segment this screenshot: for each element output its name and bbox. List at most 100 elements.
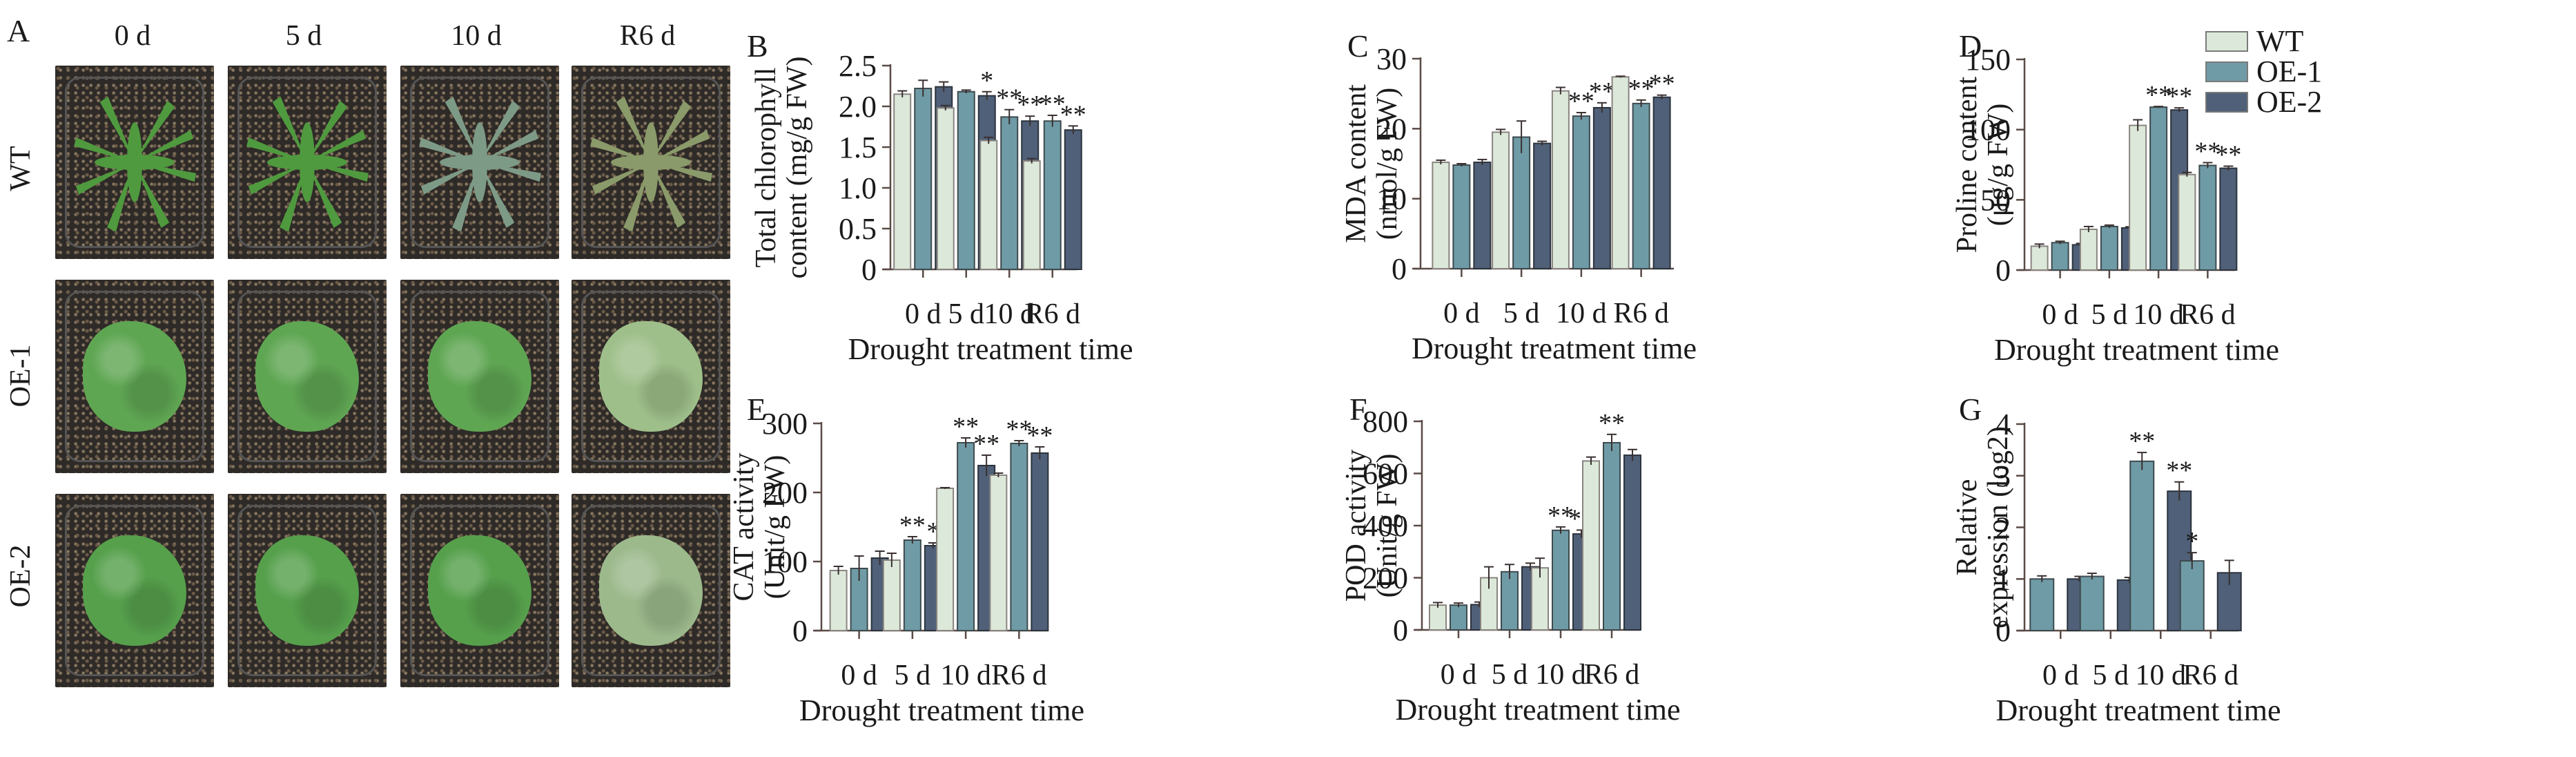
y-tick-label: 50 [1980,183,2011,217]
y-tick-label: 0 [792,614,808,648]
y-axis-label: (Unit/g FW) [1372,454,1403,598]
bar-wt-r6d [2178,173,2196,271]
bar-oe-2-0d [1473,161,1492,269]
bar-wt-10d [1551,90,1570,269]
x-tick-label: 10 d [1535,659,1586,691]
bar-oe-2-r6d [1623,454,1641,631]
plant-photo [55,280,214,473]
bar-wt-5d [882,559,901,631]
y-tick-label: 10 [1376,182,1407,216]
plant [599,535,703,646]
x-tick-label: R6 d [2180,299,2236,331]
significance-marker: ** [1060,100,1086,129]
x-axis-label: Drought treatment time [799,693,1084,727]
bar-wt-0d [893,93,912,270]
bar-wt-r6d [1582,460,1600,631]
x-tick-label: R6 d [991,660,1047,691]
y-tick-label: 300 [762,407,808,441]
plant [255,535,359,646]
bar-wt-r6d [989,475,1008,631]
y-axis-label: Total chlorophyll [750,68,782,268]
bar-oe-1-10d [957,442,975,631]
significance-marker: ** [2145,81,2172,110]
y-tick-label: 0 [1996,253,2011,287]
bar-oe-2-r6d [2219,167,2238,271]
significance-marker: ** [1599,409,1625,438]
significance-marker: ** [2166,457,2192,486]
bar-wt-10d [1531,567,1549,631]
y-axis-label: POD activity [1340,450,1372,602]
x-axis-label: Drought treatment time [848,332,1133,366]
significance-marker: ** [1548,501,1574,530]
significance-marker: ** [973,430,999,459]
bar-oe-1-r6d [1010,443,1028,631]
plant [245,90,369,235]
significance-marker: ** [2194,137,2221,166]
plant-photo [228,66,387,259]
bar-oe-1-5d [903,539,921,631]
x-tick-label: 0 d [841,660,877,691]
bar-oe-2-10d [1592,106,1611,269]
significance-marker: ** [899,511,926,540]
y-axis-label: (Unit/g FW) [759,455,791,600]
legend-item-wt: WT [2205,26,2322,57]
y-tick-label: 20 [1376,112,1407,146]
legend-item-oe1: OE-1 [2205,57,2322,87]
x-axis-label: Drought treatment time [1996,693,2281,727]
bar-oe-1-r6d [1043,120,1062,270]
bar-oe-1-0d [2051,242,2069,271]
y-axis-label: (nmol/g FW) [1372,88,1403,240]
y-tick-label: 0.5 [839,212,877,246]
y-tick-label: 2.5 [839,49,877,83]
plant-photo [55,66,214,259]
legend-label: OE-2 [2256,85,2323,119]
bar-wt-0d [2030,245,2049,271]
significance-marker: ** [1628,75,1655,104]
bar-oe-1-10d [2149,106,2168,271]
panel-a-letter: A [7,13,30,48]
y-tick-label: 200 [762,476,808,510]
x-tick-label: 5 d [2091,299,2128,331]
legend: WT OE-1 OE-2 [2205,26,2322,117]
legend-item-oe2: OE-2 [2205,87,2322,117]
plant [599,321,703,432]
significance-marker: ** [2166,82,2192,111]
y-tick-label: 2 [1996,511,2011,545]
y-tick-label: 4 [1996,408,2011,441]
bar-oe-1-5d [957,90,975,270]
bar-oe-1-r6d [1603,441,1621,631]
plant-photo [572,280,730,473]
y-axis-label: Relative [1951,479,1983,576]
significance-marker: ** [1649,70,1675,99]
x-tick-label: 5 d [1503,298,1540,329]
significance-marker: ** [1589,77,1615,106]
plant-photo [228,494,387,687]
x-tick-label: 10 d [984,298,1035,330]
y-axis-label: CAT activity [728,452,760,601]
bar-wt-10d [979,140,998,270]
plant [72,90,197,235]
bar-oe-1-10d [1552,529,1570,631]
panel-letter: B [747,28,768,64]
y-tick-label: 1 [1996,562,2011,596]
photo-column-header: 0 d [114,20,151,52]
y-axis-label: Proline content [1951,76,1983,253]
bar-oe-2-r6d [1652,96,1671,269]
x-tick-label: 5 d [2093,660,2129,691]
panel-letter: G [1959,392,1982,427]
x-tick-label: 0 d [2042,299,2078,331]
x-tick-label: 5 d [1492,659,1528,691]
panel-letter: C [1347,28,1369,64]
x-tick-label: 10 d [2133,299,2184,331]
x-tick-label: R6 d [2183,660,2238,691]
y-tick-label: 1.0 [839,171,877,205]
bar-wt-5d [936,107,955,270]
y-tick-label: 30 [1376,42,1407,76]
photo-column-header: R6 d [619,20,676,52]
bar-oe-2-r6d [1031,452,1049,631]
y-tick-label: 100 [762,545,808,579]
legend-swatch-oe2 [2205,92,2248,113]
bar-oe-1-5d [1512,136,1531,269]
y-tick-label: 0 [1393,613,1408,647]
